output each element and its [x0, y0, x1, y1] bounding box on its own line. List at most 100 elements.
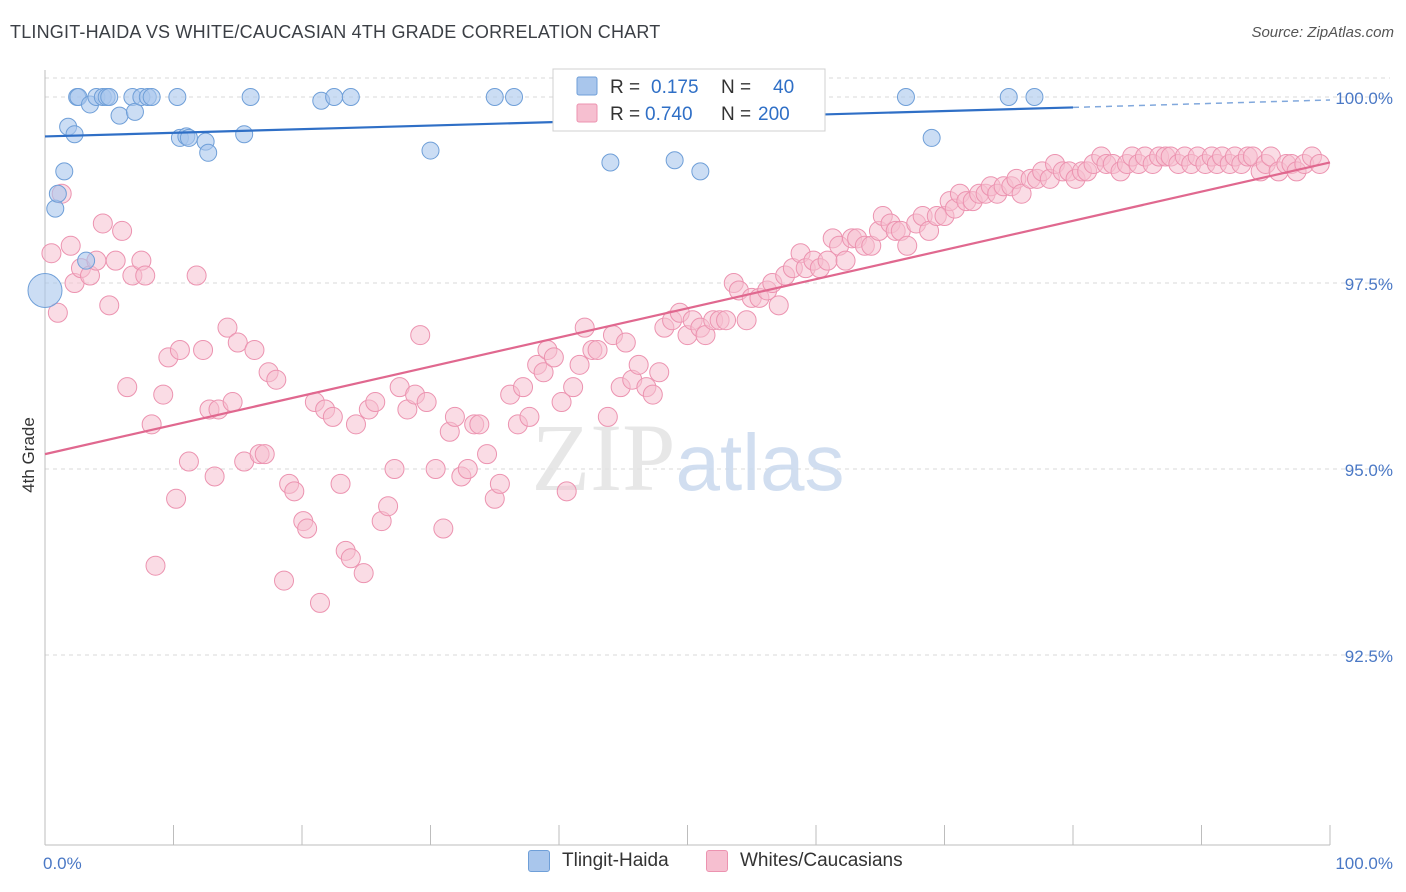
data-point-tlingit-haida [1025, 88, 1044, 106]
stats-n-label-1: N = [721, 77, 751, 98]
y-tick-label: 92.5% [1345, 647, 1393, 666]
data-point-tlingit-haida [77, 251, 96, 270]
data-point-whites-caucasians [716, 310, 737, 331]
stats-n-value-2: 200 [758, 104, 790, 125]
data-point-whites-caucasians [153, 384, 174, 405]
data-point-tlingit-haida [601, 153, 620, 172]
data-point-whites-caucasians [533, 362, 554, 383]
data-point-tlingit-haida [691, 162, 710, 181]
data-point-whites-caucasians [353, 563, 374, 584]
legend-label-whites-caucasians: Whites/Caucasians [740, 850, 903, 871]
data-point-tlingit-haida [505, 88, 524, 106]
data-point-tlingit-haida [27, 272, 63, 308]
data-point-tlingit-haida [65, 125, 84, 144]
data-point-whites-caucasians [105, 250, 126, 271]
data-point-tlingit-haida [199, 143, 218, 162]
data-point-tlingit-haida [100, 88, 119, 106]
data-point-tlingit-haida [48, 184, 67, 203]
data-point-whites-caucasians [47, 302, 68, 323]
stats-legend: R = 0.175 N = 40 R = 0.740 N = 200 [552, 68, 826, 132]
data-point-whites-caucasians [284, 481, 305, 502]
data-point-whites-caucasians [330, 473, 351, 494]
data-point-whites-caucasians [835, 250, 856, 271]
data-point-tlingit-haida [125, 102, 144, 121]
data-point-whites-caucasians [322, 406, 343, 427]
data-point-tlingit-haida [421, 141, 440, 160]
data-point-tlingit-haida [325, 88, 344, 106]
data-point-whites-caucasians [897, 235, 918, 256]
data-point-whites-caucasians [628, 354, 649, 375]
y-axis-title: 4th Grade [19, 417, 38, 493]
data-point-tlingit-haida [922, 128, 941, 147]
data-point-whites-caucasians [615, 332, 636, 353]
data-point-whites-caucasians [736, 310, 757, 331]
data-point-tlingit-haida [179, 128, 198, 147]
series-tlingit-haida [27, 88, 1044, 308]
data-point-whites-caucasians [563, 377, 584, 398]
trend-line-whites-caucasians [44, 161, 1331, 456]
stats-n-label-2: N = [721, 104, 751, 125]
data-point-whites-caucasians [513, 377, 534, 398]
data-point-whites-caucasians [135, 265, 156, 286]
data-point-whites-caucasians [217, 317, 238, 338]
data-point-whites-caucasians [556, 481, 577, 502]
legend-swatch-whites-caucasians [706, 850, 728, 872]
data-point-whites-caucasians [365, 392, 386, 413]
data-point-whites-caucasians [60, 235, 81, 256]
data-point-whites-caucasians [574, 317, 595, 338]
data-point-whites-caucasians [425, 459, 446, 479]
data-point-whites-caucasians [309, 592, 330, 613]
data-point-tlingit-haida [241, 88, 260, 106]
chart-title: TLINGIT-HAIDA VS WHITE/CAUCASIAN 4TH GRA… [10, 22, 661, 42]
data-point-tlingit-haida [142, 88, 161, 106]
data-point-whites-caucasians [416, 392, 437, 413]
stats-r-label-2: R = [610, 104, 640, 125]
data-point-whites-caucasians [551, 392, 572, 413]
data-point-tlingit-haida [665, 151, 684, 170]
stats-r-value-1: 0.175 [651, 77, 699, 98]
data-point-tlingit-haida [999, 88, 1018, 106]
legend-swatch-pink [576, 103, 598, 123]
data-point-tlingit-haida [110, 106, 129, 125]
data-point-tlingit-haida [235, 125, 254, 144]
stats-n-value-1: 40 [773, 77, 794, 98]
data-point-whites-caucasians [92, 213, 113, 234]
legend-swatch-tlingit-haida [528, 850, 550, 872]
data-point-whites-caucasians [266, 369, 287, 390]
data-point-whites-caucasians [186, 265, 207, 286]
data-point-whites-caucasians [642, 384, 663, 405]
source-credit: Source: ZipAtlas.com [1251, 24, 1394, 41]
stats-r-label-1: R = [610, 77, 640, 98]
y-tick-label: 100.0% [1335, 89, 1393, 108]
data-point-whites-caucasians [469, 414, 490, 435]
data-point-whites-caucasians [41, 243, 62, 264]
trend-line-tlingit-haida-extension [1072, 99, 1331, 109]
data-point-tlingit-haida [341, 88, 360, 106]
series-whites-caucasians [41, 146, 1330, 613]
axes: 92.5% 95.0% 97.5% 100.0% 0.0% 100.0% [43, 70, 1393, 873]
data-point-tlingit-haida [55, 162, 74, 181]
y-tick-label: 97.5% [1345, 275, 1393, 294]
watermark: ZIPatlas [532, 404, 845, 511]
data-point-whites-caucasians [178, 451, 199, 472]
y-tick-label: 95.0% [1345, 461, 1393, 480]
data-point-whites-caucasians [433, 518, 454, 539]
data-point-whites-caucasians [117, 377, 138, 398]
legend-item-whites-caucasians: Whites/Caucasians [706, 850, 903, 872]
data-point-whites-caucasians [587, 339, 608, 360]
data-point-whites-caucasians [169, 339, 190, 360]
data-point-whites-caucasians [384, 459, 405, 479]
x-tick-label: 0.0% [43, 854, 82, 873]
bottom-legend: Tlingit-Haida Whites/Caucasians [0, 850, 1406, 880]
data-point-whites-caucasians [166, 488, 187, 509]
data-point-tlingit-haida [485, 88, 504, 106]
data-point-whites-caucasians [193, 339, 214, 360]
data-point-whites-caucasians [112, 220, 133, 241]
data-point-whites-caucasians [649, 362, 670, 383]
data-point-whites-caucasians [1011, 183, 1032, 204]
data-point-whites-caucasians [597, 406, 618, 427]
data-point-whites-caucasians [204, 466, 225, 487]
data-point-whites-caucasians [244, 339, 265, 360]
data-point-whites-caucasians [340, 548, 361, 569]
x-tick-label: 100.0% [1335, 854, 1393, 873]
